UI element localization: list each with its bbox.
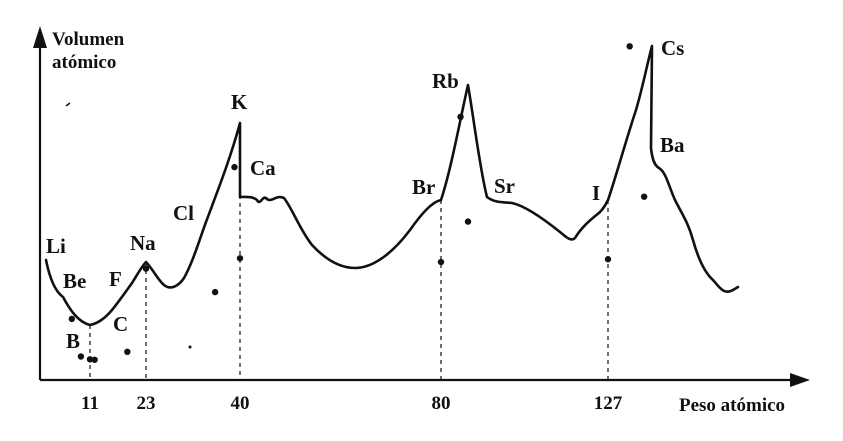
x-tick-label-40: 40	[231, 393, 250, 414]
x-tick-label-127: 127	[594, 393, 623, 414]
point-label-rb: Rb	[432, 69, 459, 93]
y-axis-arrowhead	[33, 26, 47, 48]
x-axis-arrowhead	[790, 373, 810, 387]
point-label-ca: Ca	[250, 156, 276, 180]
point-label-be: Be	[63, 269, 86, 293]
x-tick-labels: 11 23 40 80 127	[81, 393, 623, 414]
data-point-ba	[640, 193, 648, 200]
x-tick-label-11: 11	[81, 393, 99, 414]
point-label-f: F	[109, 267, 122, 291]
data-point-c	[91, 356, 98, 363]
y-axis-title-line-2: atómico	[52, 52, 116, 73]
data-point-br	[437, 258, 445, 266]
data-point-cs	[626, 43, 633, 50]
data-point-f	[124, 348, 131, 355]
guide-lines	[89, 123, 609, 380]
point-label-li: Li	[46, 234, 66, 258]
data-point-b	[86, 356, 94, 363]
y-axis-title-line-1: Volumen	[52, 29, 125, 50]
point-label-c: C	[113, 312, 128, 336]
point-label-i: I	[592, 181, 600, 205]
element-labels: Li Be B C F Na Cl K Ca Br Rb Sr I Cs Ba	[46, 36, 685, 353]
point-label-na: Na	[130, 231, 156, 255]
point-label-br: Br	[412, 175, 435, 199]
atomic-volume-curve	[44, 44, 740, 327]
data-point-na	[142, 265, 150, 272]
data-points-layer	[68, 43, 648, 363]
point-label-ba: Ba	[660, 133, 685, 157]
data-point-ca	[236, 255, 244, 262]
point-label-b: B	[66, 329, 80, 353]
point-label-cl: Cl	[173, 201, 194, 225]
stray-mark	[65, 102, 71, 107]
data-point-cl	[211, 288, 219, 296]
stray-dot	[188, 345, 192, 349]
data-point-sr	[464, 218, 472, 225]
data-point-i	[604, 256, 612, 263]
x-axis-title: Peso atómico	[679, 395, 785, 416]
point-label-k: K	[231, 90, 248, 114]
point-label-sr: Sr	[494, 174, 515, 198]
x-tick-label-80: 80	[432, 393, 451, 414]
x-tick-label-23: 23	[137, 393, 156, 414]
data-point-li	[68, 315, 76, 323]
data-point-k	[231, 163, 238, 171]
axes	[33, 26, 810, 387]
data-point-be	[77, 353, 85, 360]
data-point-rb	[457, 113, 464, 121]
point-label-cs: Cs	[661, 36, 684, 60]
